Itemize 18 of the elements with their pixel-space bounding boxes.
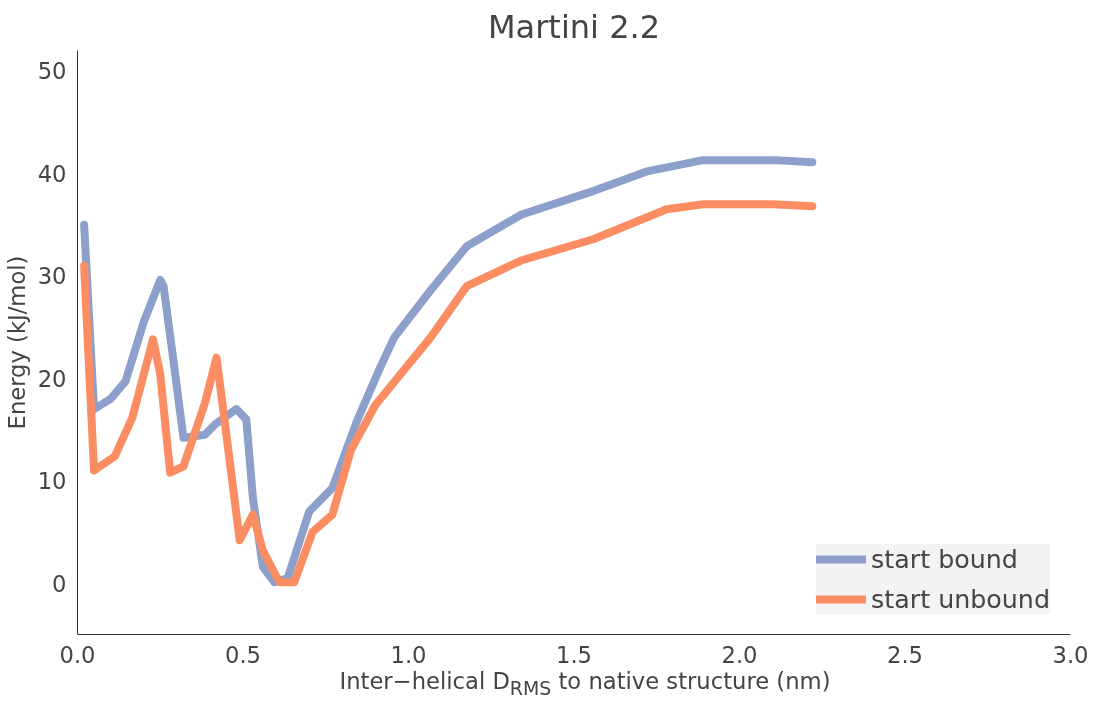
y-tick-label: 20 <box>37 365 67 392</box>
legend-label: start unbound <box>871 584 1050 614</box>
y-tick-label: 0 <box>52 570 67 597</box>
x-tick-label: 0.5 <box>224 641 262 668</box>
chart-title: Martini 2.2 <box>487 7 661 46</box>
x-tick-label: 2.5 <box>886 641 924 668</box>
x-tick-label: 3.0 <box>1052 641 1089 668</box>
y-tick-label: 40 <box>37 160 67 187</box>
x-tick-label: 1.0 <box>390 641 427 668</box>
y-tick-label: 10 <box>37 468 67 495</box>
x-tick-label: 2.0 <box>721 641 758 668</box>
x-tick-label: 1.5 <box>555 641 593 668</box>
legend-label: start bound <box>871 544 1018 574</box>
y-tick-label: 50 <box>37 58 67 85</box>
x-axis-title: Inter−helical D$_{RMS}$ to native structure (nm) <box>339 668 831 699</box>
y-axis-title: Energy (kJ/mol) <box>3 255 30 430</box>
y-tick-label: 30 <box>37 263 67 290</box>
x-tick-label: 0.0 <box>59 641 96 668</box>
